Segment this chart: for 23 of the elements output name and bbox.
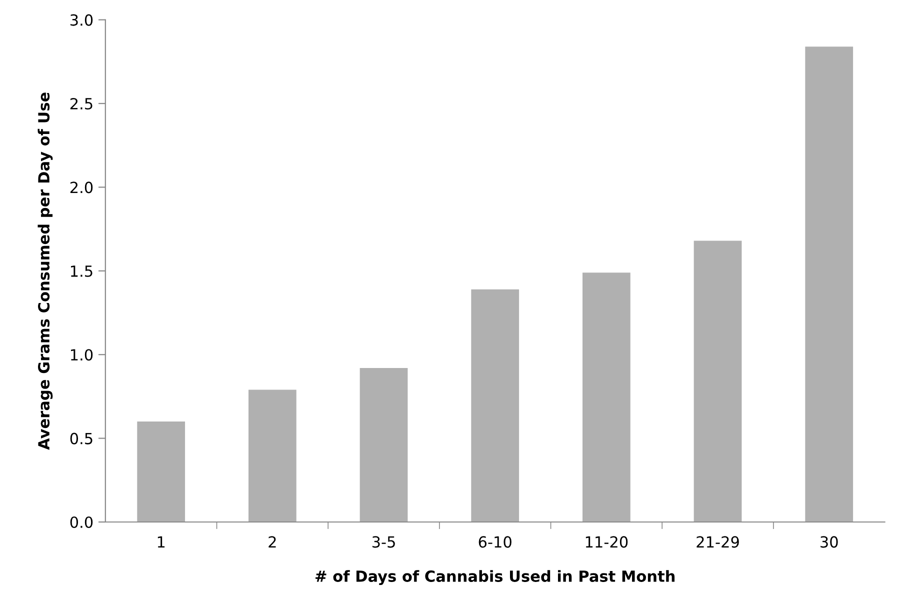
x-tick-label: 6-10 xyxy=(478,536,512,548)
x-tick-label: 11-20 xyxy=(586,536,628,548)
bar xyxy=(248,390,296,522)
bar xyxy=(360,368,408,522)
x-tick-label: 21-29 xyxy=(696,536,739,548)
bar xyxy=(471,289,520,522)
x-tick-label: 3-5 xyxy=(372,536,395,548)
bar xyxy=(694,240,742,522)
y-tick-label: 0.5 xyxy=(70,432,92,444)
y-tick-label: 2.0 xyxy=(70,182,93,194)
bar xyxy=(805,46,854,522)
x-axis-title: # of Days of Cannabis Used in Past Month xyxy=(316,570,675,586)
y-tick-label: 1.0 xyxy=(70,349,93,361)
bar xyxy=(137,422,186,522)
x-tick-label: 30 xyxy=(820,536,838,548)
y-tick-label: 3.0 xyxy=(70,14,93,26)
y-axis-title: Average Grams Consumed per Day of Use xyxy=(38,92,53,450)
y-tick-label: 1.5 xyxy=(70,266,92,277)
x-tick-label: 1 xyxy=(158,536,165,548)
bar xyxy=(582,272,630,522)
y-tick-label: 2.5 xyxy=(70,98,92,110)
y-tick-label: 0.0 xyxy=(70,516,93,528)
x-tick-label: 2 xyxy=(268,536,276,548)
